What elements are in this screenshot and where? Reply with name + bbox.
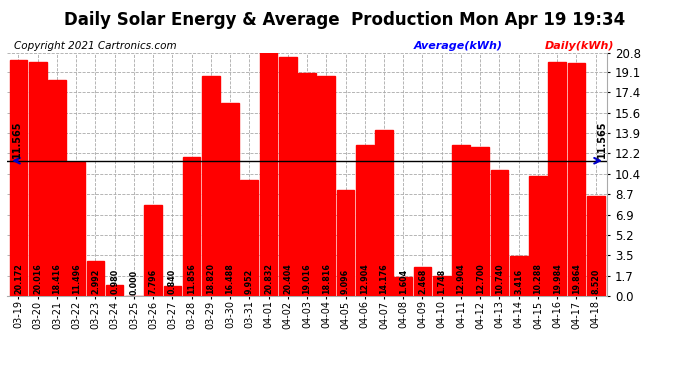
- Text: 11.565: 11.565: [598, 120, 607, 158]
- Text: 0.980: 0.980: [110, 269, 119, 294]
- Bar: [433, 276, 451, 296]
- Text: 10.288: 10.288: [533, 263, 542, 294]
- Text: 18.816: 18.816: [322, 263, 331, 294]
- Text: 11.496: 11.496: [72, 264, 81, 294]
- Text: 0.000: 0.000: [130, 270, 139, 295]
- Bar: [471, 147, 489, 296]
- Text: 18.416: 18.416: [52, 263, 61, 294]
- Text: 8.520: 8.520: [591, 269, 600, 294]
- Text: 2.468: 2.468: [418, 269, 427, 294]
- Bar: [491, 170, 509, 296]
- Bar: [549, 62, 566, 296]
- Text: 1.604: 1.604: [399, 269, 408, 294]
- Bar: [298, 74, 316, 296]
- Text: 11.565: 11.565: [12, 120, 21, 158]
- Bar: [279, 57, 297, 296]
- Text: 1.748: 1.748: [437, 269, 446, 294]
- Text: 11.856: 11.856: [187, 263, 196, 294]
- Bar: [510, 256, 528, 296]
- Bar: [10, 60, 28, 296]
- Text: 12.904: 12.904: [457, 263, 466, 294]
- Bar: [586, 196, 604, 296]
- Text: 12.904: 12.904: [360, 263, 369, 294]
- Text: 9.952: 9.952: [245, 269, 254, 294]
- Text: Copyright 2021 Cartronics.com: Copyright 2021 Cartronics.com: [14, 41, 177, 51]
- Text: 18.820: 18.820: [206, 263, 215, 294]
- Bar: [337, 190, 355, 296]
- Text: 20.404: 20.404: [284, 263, 293, 294]
- Text: 0.840: 0.840: [168, 269, 177, 294]
- Bar: [106, 285, 124, 296]
- Text: 12.700: 12.700: [475, 263, 484, 294]
- Bar: [68, 162, 85, 296]
- Text: 3.416: 3.416: [514, 269, 523, 294]
- Bar: [413, 267, 431, 296]
- Bar: [568, 63, 585, 296]
- Bar: [259, 52, 277, 296]
- Text: Daily Solar Energy & Average  Production Mon Apr 19 19:34: Daily Solar Energy & Average Production …: [64, 11, 626, 29]
- Bar: [86, 261, 104, 296]
- Bar: [375, 130, 393, 296]
- Bar: [317, 76, 335, 296]
- Text: 7.796: 7.796: [148, 269, 157, 294]
- Bar: [241, 180, 258, 296]
- Bar: [529, 176, 546, 296]
- Text: 19.864: 19.864: [572, 263, 581, 294]
- Text: 20.832: 20.832: [264, 263, 273, 294]
- Text: 16.488: 16.488: [226, 263, 235, 294]
- Text: 14.176: 14.176: [380, 264, 388, 294]
- Bar: [48, 81, 66, 296]
- Text: Daily(kWh): Daily(kWh): [545, 41, 615, 51]
- Bar: [452, 145, 470, 296]
- Bar: [202, 76, 219, 296]
- Text: 20.016: 20.016: [33, 263, 42, 294]
- Bar: [183, 158, 201, 296]
- Bar: [356, 145, 373, 296]
- Bar: [164, 286, 181, 296]
- Text: 10.740: 10.740: [495, 264, 504, 294]
- Bar: [221, 103, 239, 296]
- Text: 20.172: 20.172: [14, 263, 23, 294]
- Text: 19.016: 19.016: [302, 264, 312, 294]
- Text: 2.992: 2.992: [91, 269, 100, 294]
- Bar: [29, 62, 46, 296]
- Text: Average(kWh): Average(kWh): [414, 41, 503, 51]
- Bar: [144, 205, 162, 296]
- Text: 9.096: 9.096: [341, 269, 350, 294]
- Bar: [395, 278, 412, 296]
- Text: 19.984: 19.984: [553, 263, 562, 294]
